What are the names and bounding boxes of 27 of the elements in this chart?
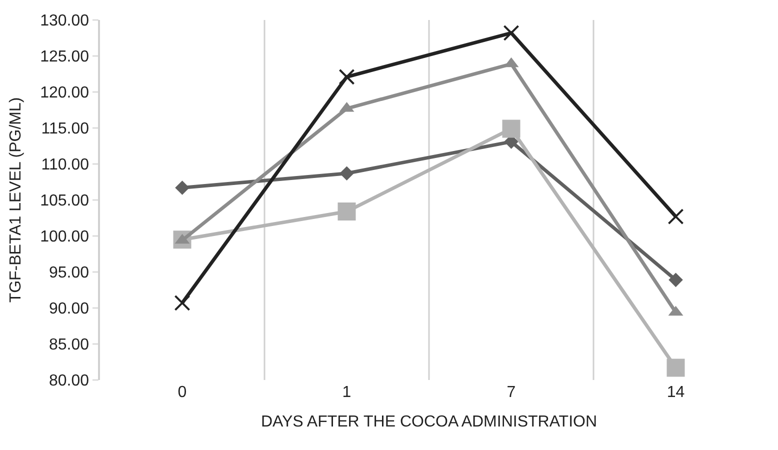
point bbox=[668, 208, 684, 225]
y-tick-label: 125.00 bbox=[40, 48, 90, 66]
y-tick-label: 130.00 bbox=[40, 12, 90, 30]
y-tick-label: 100.00 bbox=[40, 228, 90, 246]
point bbox=[502, 120, 520, 138]
x-tick-label: 7 bbox=[506, 384, 516, 401]
point bbox=[666, 358, 685, 377]
y-axis-title: TGF-BETA1 LEVEL (PG/ML) bbox=[8, 97, 25, 303]
x-tick-label: 1 bbox=[342, 384, 352, 401]
y-tick-label: 120.00 bbox=[40, 84, 90, 102]
point bbox=[174, 294, 190, 311]
y-tick-label: 95.00 bbox=[49, 264, 90, 282]
point bbox=[503, 24, 520, 41]
point bbox=[175, 180, 190, 195]
point bbox=[338, 202, 356, 221]
point bbox=[338, 68, 355, 85]
y-tick-label: 105.00 bbox=[40, 192, 90, 210]
x-tick-label: 14 bbox=[666, 384, 685, 401]
y-tick-label: 85.00 bbox=[49, 336, 90, 354]
point bbox=[340, 166, 354, 181]
y-tick-label: 115.00 bbox=[41, 120, 90, 138]
x-axis-title: DAYS AFTER THE COCOA ADMINISTRATION bbox=[260, 414, 598, 431]
y-tick-label: 80.00 bbox=[49, 372, 90, 390]
y-tick-label: 90.00 bbox=[49, 300, 90, 318]
y-tick-label: 110.00 bbox=[41, 156, 90, 174]
point bbox=[668, 272, 683, 288]
x-tick-label: 0 bbox=[178, 384, 187, 401]
